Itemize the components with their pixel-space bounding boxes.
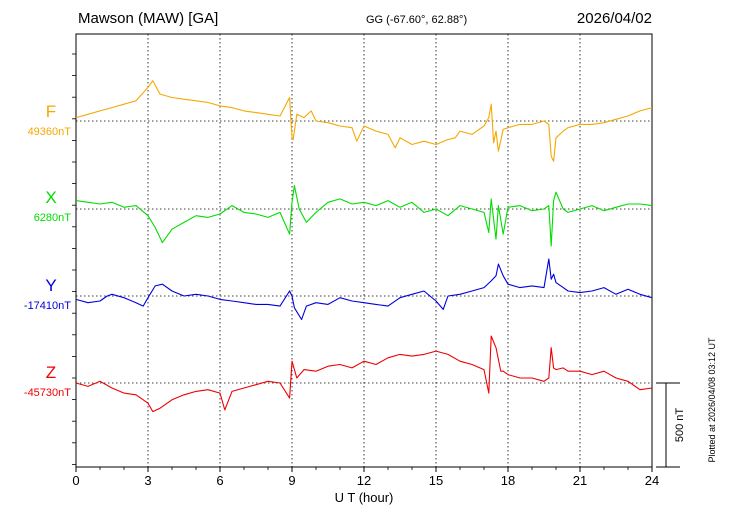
series-baseline-y: -17410nT [24, 300, 71, 312]
x-tick-label: 24 [645, 473, 659, 488]
date-label: 2026/04/02 [577, 10, 652, 27]
series-line-x [75, 184, 653, 247]
x-tick-label: 6 [216, 473, 223, 488]
coordinates-label: GG (-67.60°, 62.88°) [366, 14, 467, 26]
x-tick-label: 15 [429, 473, 443, 488]
scale-bar-label: 500 nT [674, 408, 686, 443]
series-name-z: Z [46, 363, 56, 382]
series-name-x: X [45, 188, 56, 207]
series-line-z [75, 335, 653, 413]
x-tick-label: 0 [72, 473, 79, 488]
x-axis-label: U T (hour) [335, 490, 394, 505]
station-title: Mawson (MAW) [GA] [78, 10, 218, 27]
series-layer [75, 80, 653, 413]
scale-bar: 500 nT [656, 382, 686, 468]
series-line-y [75, 258, 653, 321]
x-axis: 0 3 6 9 12 15 18 21 24 [72, 53, 659, 488]
series-baseline-z: -45730nT [24, 387, 71, 399]
plotted-at-note: Plotted at 2026/04/08 03:12 UT [707, 337, 717, 463]
x-tick-label: 21 [573, 473, 587, 488]
series-baseline-f: 49360nT [28, 126, 72, 138]
x-tick-label: 12 [357, 473, 371, 488]
series-name-y: Y [45, 276, 56, 295]
x-tick-label: 3 [144, 473, 151, 488]
x-tick-label: 9 [288, 473, 295, 488]
x-tick-label: 18 [501, 473, 515, 488]
series-baseline-x: 6280nT [34, 212, 72, 224]
series-name-f: F [46, 102, 56, 121]
series-labels: F 49360nT X 6280nT Y -17410nT Z -45730nT [24, 102, 71, 399]
grid-layer [147, 34, 581, 467]
series-line-f [75, 80, 653, 162]
